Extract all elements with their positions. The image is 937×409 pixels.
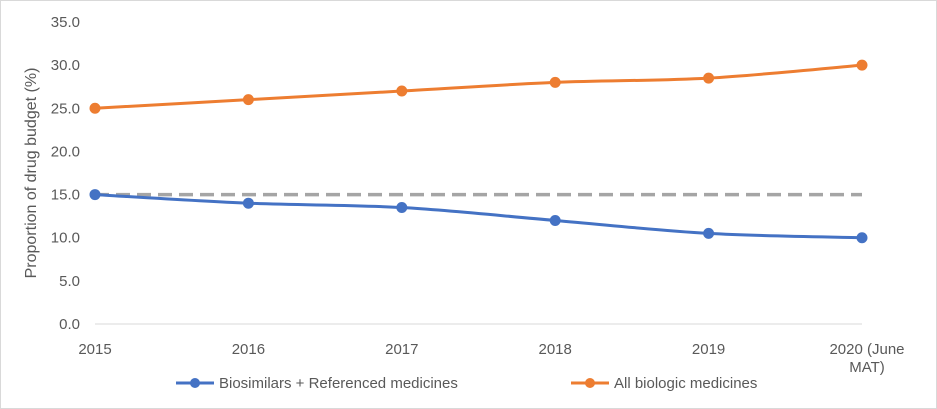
y-tick-label: 10.0	[51, 230, 80, 247]
y-tick-label: 5.0	[59, 273, 80, 290]
y-tick-label: 25.0	[51, 100, 80, 117]
y-axis-title: Proportion of drug budget (%)	[23, 68, 40, 279]
x-tick-label: 2018	[539, 341, 572, 358]
data-point-marker	[396, 85, 408, 97]
y-tick-label: 30.0	[51, 57, 80, 74]
series-layer	[89, 59, 868, 244]
y-tick-label: 0.0	[59, 316, 80, 333]
y-tick-label: 35.0	[51, 14, 80, 31]
x-tick-label: 2015	[78, 341, 111, 358]
data-point-marker	[856, 232, 868, 244]
series-line	[94, 193, 863, 240]
data-point-marker	[396, 202, 408, 214]
y-axis-ticks: 0.0 5.0 10.0 15.0 20.0 25.0 30.0 35.0	[51, 14, 80, 333]
legend-swatch-marker	[585, 378, 595, 388]
data-point-marker	[856, 59, 868, 71]
data-point-marker	[89, 102, 101, 114]
data-point-marker	[242, 94, 254, 106]
data-point-marker	[242, 197, 254, 209]
y-tick-label: 20.0	[51, 143, 80, 160]
legend-label: All biologic medicines	[614, 375, 757, 392]
data-point-marker	[703, 227, 715, 239]
data-point-marker	[549, 214, 561, 226]
x-tick-label: 2019	[692, 341, 725, 358]
data-point-marker	[89, 189, 101, 201]
x-tick-label: 2017	[385, 341, 418, 358]
legend: Biosimilars + Referenced medicines All bi…	[176, 375, 757, 392]
data-point-marker	[703, 72, 715, 84]
y-tick-label: 15.0	[51, 187, 80, 204]
series-line	[94, 63, 863, 110]
legend-label: Biosimilars + Referenced medicines	[219, 375, 458, 392]
x-tick-label: 2016	[232, 341, 265, 358]
legend-swatch-marker	[190, 378, 200, 388]
data-point-marker	[549, 76, 561, 88]
x-tick-label: 2020 (June MAT)	[829, 341, 904, 376]
x-axis: 2015 2016 2017 2018 2019 2020 (June MAT)	[78, 323, 905, 376]
